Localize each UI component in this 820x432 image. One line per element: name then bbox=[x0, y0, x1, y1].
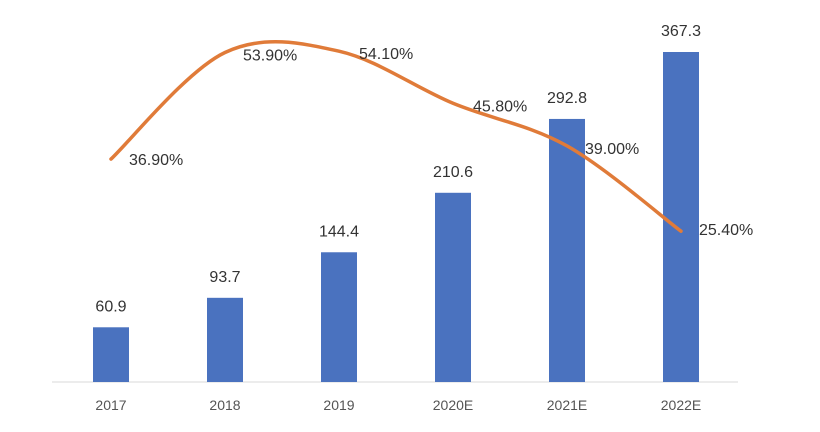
bar-value-label: 210.6 bbox=[433, 164, 473, 181]
growth-rate-label: 53.90% bbox=[243, 47, 297, 64]
bar-2020e bbox=[435, 192, 471, 382]
bar-2017 bbox=[93, 327, 129, 382]
bar-2022e bbox=[663, 52, 699, 382]
x-tick-label: 2019 bbox=[323, 397, 354, 413]
bar-value-label: 367.3 bbox=[661, 23, 701, 40]
x-tick-label: 2018 bbox=[209, 397, 240, 413]
bar-value-label: 144.4 bbox=[319, 223, 359, 240]
bar-value-label: 93.7 bbox=[209, 269, 240, 286]
bar-value-label: 292.8 bbox=[547, 90, 587, 107]
growth-rate-label: 39.00% bbox=[585, 141, 639, 158]
bar-2021e bbox=[549, 118, 585, 382]
x-tick-label: 2022E bbox=[661, 397, 701, 413]
growth-rate-labels-group: 36.90% 53.90% 54.10% 45.80% 39.00% 25.40% bbox=[129, 46, 753, 239]
growth-rate-label: 36.90% bbox=[129, 152, 183, 169]
growth-rate-label: 45.80% bbox=[473, 98, 527, 115]
growth-rate-label: 25.40% bbox=[699, 222, 753, 239]
bar-2018 bbox=[207, 297, 243, 382]
x-tick-labels-group: 2017 2018 2019 2020E 2021E 2022E bbox=[95, 397, 701, 413]
bars-group bbox=[93, 52, 699, 382]
bar-2019 bbox=[321, 252, 357, 382]
growth-rate-line bbox=[109, 40, 683, 233]
growth-rate-label: 54.10% bbox=[359, 46, 413, 63]
x-tick-label: 2017 bbox=[95, 397, 126, 413]
x-tick-label: 2021E bbox=[547, 397, 587, 413]
bar-value-label: 60.9 bbox=[95, 298, 126, 315]
x-tick-label: 2020E bbox=[433, 397, 473, 413]
bar-labels-group: 60.9 93.7 144.4 210.6 292.8 367.3 bbox=[95, 23, 701, 315]
